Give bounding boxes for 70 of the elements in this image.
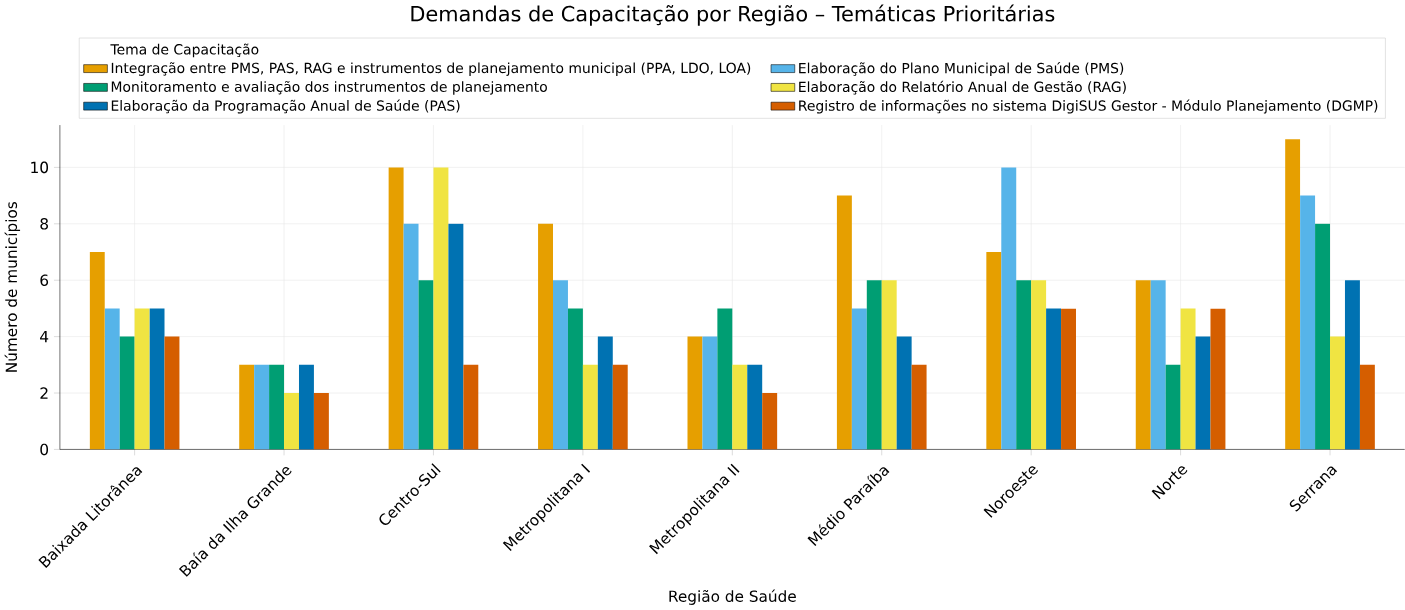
bar	[1046, 308, 1062, 450]
bar	[164, 336, 180, 450]
bar	[538, 224, 554, 450]
bar	[732, 365, 748, 450]
bar	[553, 280, 568, 450]
y-tick-label: 10	[31, 161, 49, 174]
bar	[313, 393, 329, 450]
bar	[298, 365, 314, 450]
y-tick-label: 4	[40, 331, 49, 343]
bar	[1344, 280, 1360, 450]
bar	[418, 280, 434, 450]
bar	[1150, 280, 1166, 450]
bar	[1315, 224, 1331, 450]
y-axis-title: Número de municípios	[4, 202, 21, 372]
legend-label: Monitoramento e avaliação dos instrumentos de planejamento	[111, 81, 547, 95]
legend-label: Elaboração da Programação Anual de Saúde (PAS)	[111, 99, 460, 114]
bar	[851, 308, 867, 450]
bar	[284, 393, 299, 450]
bar	[1165, 365, 1181, 450]
bar	[687, 336, 703, 450]
bar	[104, 308, 120, 450]
legend-label: Integração entre PMS, PAS, RAG e instrumentos de planejamento municipal (PPA, LDO, LOA)	[111, 62, 751, 77]
bar	[463, 365, 479, 450]
bar	[1135, 280, 1151, 450]
bar	[89, 252, 105, 450]
bar	[986, 252, 1002, 450]
bar	[448, 224, 464, 450]
bar	[239, 365, 255, 450]
bar	[1195, 336, 1211, 450]
legend-title: Tema de Capacitação	[110, 43, 259, 58]
bar	[433, 167, 449, 450]
bar	[582, 365, 598, 450]
legend-label: Elaboração do Plano Municipal de Saúde (PMS)	[799, 62, 1124, 77]
bar	[403, 224, 419, 450]
bar	[1180, 308, 1196, 450]
bar	[1359, 365, 1375, 450]
bar	[896, 336, 912, 450]
y-tick-label: 8	[40, 218, 48, 230]
legend-label: Elaboração do Relatório Anual de Gestão (RAG)	[799, 80, 1126, 95]
bar	[911, 365, 927, 450]
y-tick-label: 6	[40, 274, 49, 287]
bar	[254, 365, 270, 450]
y-tick-label: 0	[40, 443, 49, 456]
bar	[567, 308, 583, 450]
bar	[866, 280, 882, 450]
bar	[1285, 139, 1301, 450]
bar	[269, 365, 285, 450]
bar	[1031, 280, 1047, 450]
bar	[119, 336, 135, 450]
bar	[836, 195, 852, 450]
bar	[597, 336, 613, 450]
bar	[1300, 195, 1316, 450]
bar	[1001, 167, 1017, 450]
bar	[747, 365, 763, 450]
chart-title: Demandas de Capacitação por Região – Temáticas Prioritárias	[411, 4, 1055, 26]
bar	[881, 280, 897, 450]
bar	[612, 365, 628, 450]
y-tick-label: 2	[40, 387, 48, 399]
bar	[388, 167, 404, 450]
bar	[149, 308, 165, 450]
x-axis-title: Região de Saúde	[669, 589, 796, 606]
legend-label: Registro de informações no sistema DigiSUS Gestor - Módulo Planejamento (DGMP)	[799, 99, 1378, 114]
bar	[702, 336, 718, 450]
bar	[1061, 308, 1076, 450]
bar	[134, 308, 150, 450]
bar	[717, 308, 733, 450]
bar	[762, 393, 778, 450]
bar	[1016, 280, 1032, 450]
bar	[1330, 336, 1345, 450]
bar	[1210, 308, 1226, 450]
